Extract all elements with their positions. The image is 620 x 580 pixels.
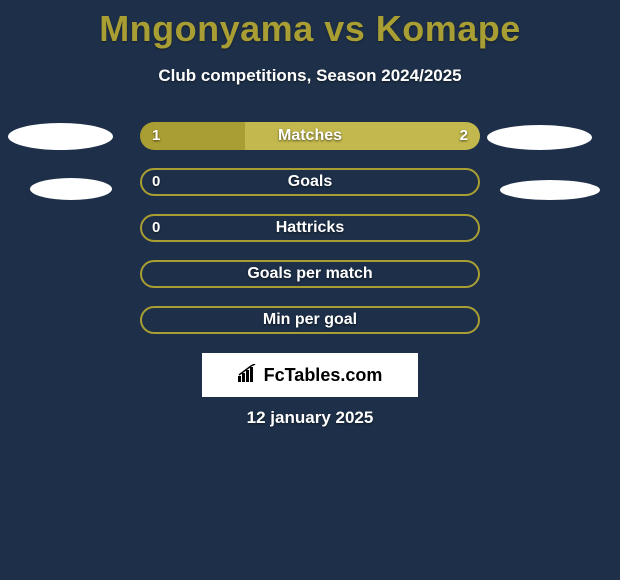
stat-value-left: 1 [152,122,160,150]
page-title: Mngonyama vs Komape [0,0,620,50]
stat-row: Goals per match [0,260,620,288]
stat-row: 0Hattricks [0,214,620,242]
bars-area: 12Matches0Goals0HattricksGoals per match… [0,122,620,334]
avatar-left-bottom [30,178,112,200]
stat-value-left: 0 [152,214,160,242]
bar-track [140,260,480,288]
logo-text: FcTables.com [264,365,383,386]
bar-track [140,122,480,150]
date-text: 12 january 2025 [0,408,620,428]
avatar-right-bottom [500,180,600,200]
bar-chart-icon [238,364,260,387]
stat-row: Min per goal [0,306,620,334]
avatar-left-top [8,123,113,150]
page-subtitle: Club competitions, Season 2024/2025 [0,66,620,86]
bar-track [140,306,480,334]
bar-track [140,214,480,242]
bar-right-fill [245,122,480,150]
stat-value-left: 0 [152,168,160,196]
bar-track [140,168,480,196]
source-logo: FcTables.com [202,353,418,397]
avatar-right-top [487,125,592,150]
stat-value-right: 2 [460,122,468,150]
comparison-infographic: Mngonyama vs Komape Club competitions, S… [0,0,620,580]
